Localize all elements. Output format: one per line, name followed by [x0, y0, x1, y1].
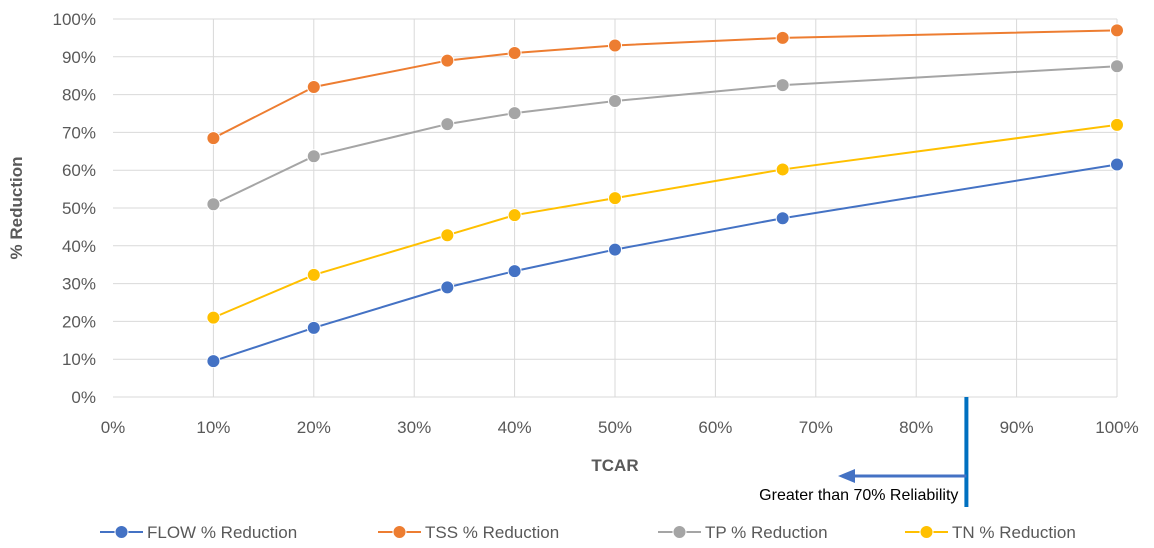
y-tick-label: 80%	[62, 86, 96, 105]
data-point	[507, 46, 522, 61]
data-point	[608, 242, 622, 257]
y-tick-label: 50%	[62, 199, 96, 218]
data-point	[206, 310, 221, 325]
x-tick-label: 100%	[1095, 418, 1138, 437]
data-point	[306, 320, 321, 335]
legend-item: TN % Reduction	[905, 523, 1076, 542]
y-tick-label: 20%	[62, 312, 96, 331]
x-axis-ticks: 0% 10% 20% 30% 40% 50% 60% 70% 80% 90% 100%	[101, 418, 1139, 437]
y-axis-ticks: 0% 10% 20% 30% 40% 50% 60% 70% 80% 90% 100%	[53, 10, 96, 407]
legend-marker	[114, 525, 129, 539]
series-tss-reduction	[206, 23, 1124, 146]
data-point	[1110, 117, 1124, 132]
data-point	[775, 162, 790, 177]
data-point	[440, 228, 455, 243]
data-point	[507, 106, 522, 121]
y-tick-label: 60%	[62, 161, 96, 180]
data-point	[507, 208, 522, 223]
y-tick-label: 70%	[62, 123, 96, 142]
x-tick-label: 20%	[297, 418, 331, 437]
data-point	[608, 38, 622, 53]
data-point	[775, 78, 790, 93]
x-tick-label: 0%	[101, 418, 126, 437]
legend-marker	[672, 525, 687, 539]
data-point	[1110, 23, 1124, 38]
data-point	[306, 149, 321, 164]
x-tick-label: 40%	[498, 418, 532, 437]
series-line	[212, 29, 1118, 139]
series-line	[213, 123, 1118, 319]
series-flow-reduction	[206, 157, 1124, 369]
series-tn-reduction	[206, 117, 1124, 325]
legend-marker	[919, 525, 934, 539]
reliability-arrow-head	[838, 469, 855, 483]
series-line	[213, 163, 1118, 363]
data-point	[306, 267, 321, 282]
x-tick-label: 70%	[799, 418, 833, 437]
y-tick-label: 0%	[71, 388, 96, 407]
x-tick-label: 60%	[698, 418, 732, 437]
series-layer	[206, 23, 1124, 369]
y-tick-label: 100%	[53, 10, 96, 29]
data-point	[507, 264, 522, 279]
data-point	[440, 117, 455, 132]
x-tick-label: 10%	[196, 418, 230, 437]
legend-label: TN % Reduction	[952, 523, 1076, 542]
legend-label: TSS % Reduction	[425, 523, 559, 542]
data-point	[440, 280, 455, 295]
data-point	[775, 30, 790, 45]
y-tick-label: 10%	[62, 350, 96, 369]
legend-item: FLOW % Reduction	[100, 523, 297, 542]
x-tick-label: 90%	[1000, 418, 1034, 437]
data-point	[440, 53, 455, 68]
data-point	[206, 197, 221, 212]
reliability-annotation-label: Greater than 70% Reliability	[759, 487, 958, 504]
data-point	[1110, 59, 1124, 74]
data-point	[608, 191, 622, 206]
data-point	[775, 211, 790, 226]
legend: FLOW % Reduction TSS % Reduction TP % Redu…	[100, 523, 1076, 542]
legend-label: TP % Reduction	[705, 523, 828, 542]
x-axis-title: TCAR	[591, 456, 638, 475]
series-line	[212, 65, 1118, 206]
series-tp-reduction	[206, 59, 1124, 212]
data-point	[306, 80, 321, 95]
y-tick-label: 90%	[62, 48, 96, 67]
y-tick-label: 30%	[62, 275, 96, 294]
legend-item: TP % Reduction	[658, 523, 828, 542]
x-tick-label: 30%	[397, 418, 431, 437]
data-point	[206, 131, 221, 146]
legend-marker	[392, 525, 407, 539]
data-point	[206, 354, 221, 369]
data-point	[608, 94, 622, 109]
legend-item: TSS % Reduction	[378, 523, 559, 542]
reliability-annotation: Greater than 70% Reliability	[759, 397, 969, 507]
data-point	[1110, 157, 1124, 172]
legend-label: FLOW % Reduction	[147, 523, 297, 542]
y-axis-title: % Reduction	[7, 157, 26, 260]
x-tick-label: 80%	[899, 418, 933, 437]
x-tick-label: 50%	[598, 418, 632, 437]
y-tick-label: 40%	[62, 237, 96, 256]
